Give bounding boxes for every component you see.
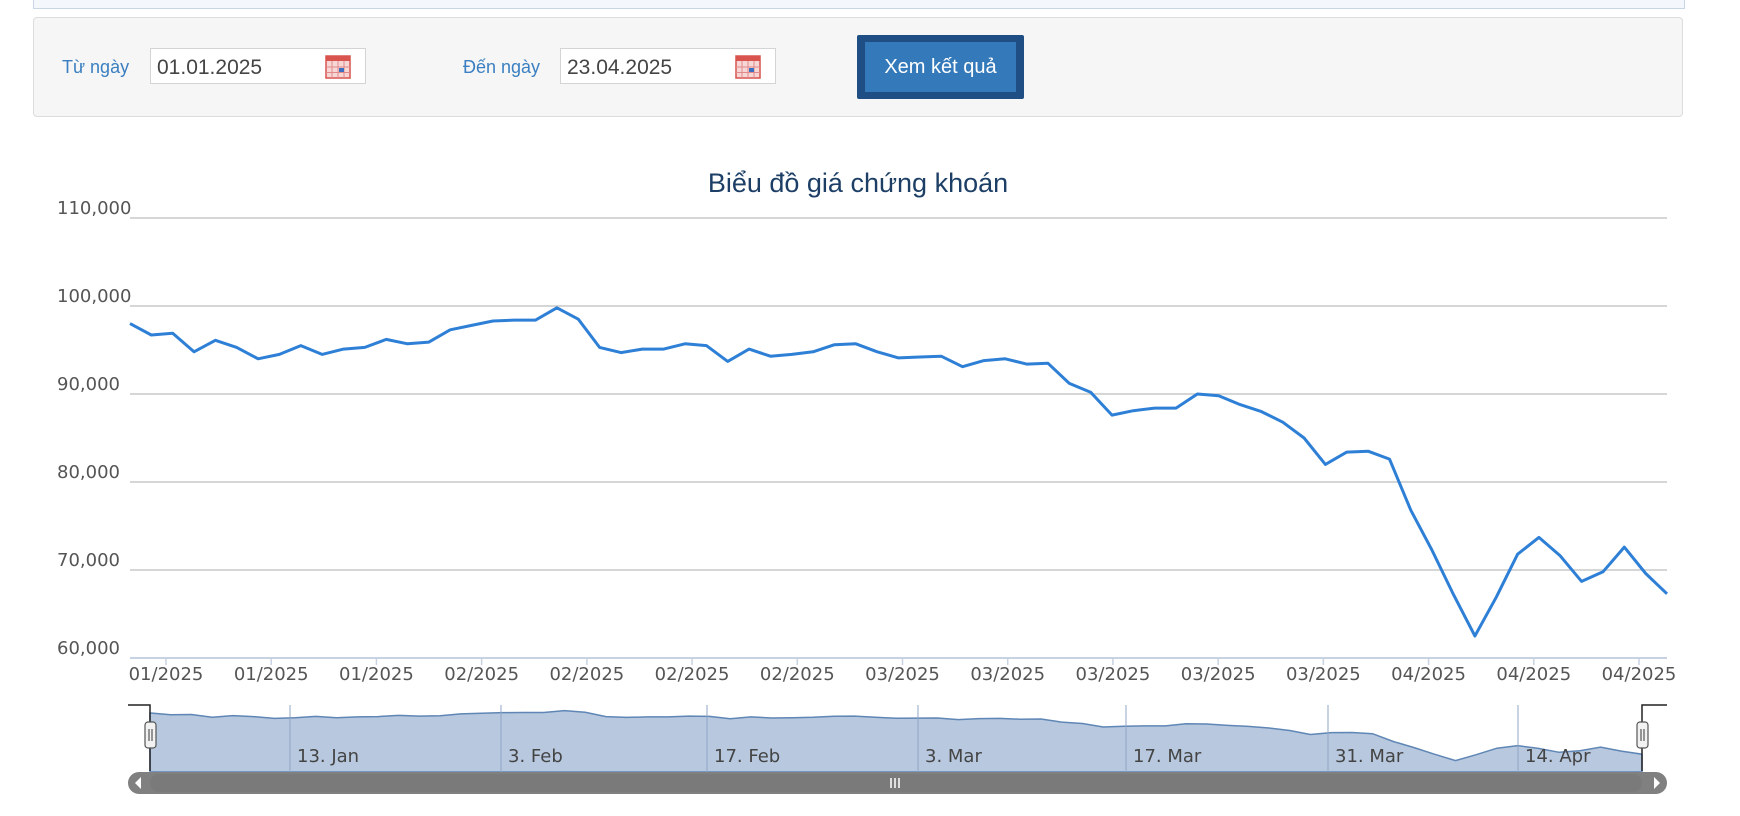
x-tick-label: 01/2025: [234, 664, 309, 685]
navigator-date-label: 17. Mar: [1133, 746, 1202, 767]
view-results-button-frame: Xem kết quả: [857, 35, 1024, 99]
navigator-area: [149, 709, 1643, 773]
y-tick-label: 100,000: [57, 286, 131, 307]
scroll-left-arrow-icon[interactable]: [135, 777, 141, 789]
x-tick-label: 03/2025: [1286, 664, 1361, 685]
x-tick-label: 02/2025: [444, 664, 519, 685]
navigator-scrollbar[interactable]: [128, 772, 1667, 794]
x-tick-label: 03/2025: [1076, 664, 1151, 685]
scrollbar-grip-icon: [890, 778, 900, 788]
navigator-date-label: 17. Feb: [714, 746, 780, 767]
y-tick-label: 70,000: [57, 550, 120, 571]
y-tick-label: 90,000: [57, 374, 120, 395]
x-tick-label: 04/2025: [1602, 664, 1677, 685]
y-tick-label: 60,000: [57, 638, 120, 659]
x-tick-label: 03/2025: [1181, 664, 1256, 685]
scroll-right-arrow-icon[interactable]: [1654, 777, 1660, 789]
stock-price-chart: Biểu đồ giá chứng khoán 110,000 100,000 90…: [57, 168, 1677, 794]
navigator-date-label: 14. Apr: [1525, 746, 1591, 767]
calendar-icon[interactable]: [325, 55, 351, 79]
calendar-icon[interactable]: [735, 55, 761, 79]
chart-title: Biểu đồ giá chứng khoán: [708, 168, 1008, 198]
top-panel-edge: [33, 0, 1685, 9]
navigator-left-handle[interactable]: [144, 721, 157, 749]
navigator-date-label: 31. Mar: [1335, 746, 1404, 767]
from-date-value: 01.01.2025: [157, 56, 263, 79]
y-gridlines: [130, 217, 1667, 571]
from-date-input[interactable]: 01.01.2025: [150, 48, 366, 84]
view-results-button[interactable]: Xem kết quả: [865, 42, 1016, 92]
x-tick-label: 02/2025: [655, 664, 730, 685]
navigator-date-label: 3. Feb: [508, 746, 563, 767]
navigator[interactable]: 13. Jan 3. Feb 17. Feb 3. Mar 17. Mar 31. Mar…: [128, 704, 1667, 773]
to-date-label: Đến ngày: [463, 57, 541, 77]
from-date-label: Từ ngày: [62, 57, 130, 77]
x-axis-labels: 01/2025 01/2025 01/2025 02/2025 02/2025 02/20…: [129, 658, 1677, 685]
navigator-date-label: 3. Mar: [925, 746, 982, 767]
scrollbar-thumb[interactable]: [150, 774, 1642, 792]
to-date-input[interactable]: 23.04.2025: [560, 48, 776, 84]
x-tick-label: 01/2025: [339, 664, 414, 685]
navigator-right-handle[interactable]: [1636, 721, 1649, 749]
x-tick-label: 01/2025: [129, 664, 204, 685]
y-tick-label: 80,000: [57, 462, 120, 483]
x-tick-label: 03/2025: [970, 664, 1045, 685]
x-tick-label: 03/2025: [865, 664, 940, 685]
navigator-right-outline: [1641, 704, 1667, 771]
price-series-line: [129, 306, 1669, 638]
navigator-date-label: 13. Jan: [297, 746, 359, 767]
y-axis-labels: 110,000 100,000 90,000 80,000 70,000 60,000: [57, 198, 131, 659]
x-tick-label: 02/2025: [549, 664, 624, 685]
navigator-left-outline: [128, 704, 151, 771]
x-tick-label: 02/2025: [760, 664, 835, 685]
x-tick-label: 04/2025: [1391, 664, 1466, 685]
to-date-value: 23.04.2025: [567, 56, 673, 79]
navigator-axis-labels: 13. Jan 3. Feb 17. Feb 3. Mar 17. Mar 31. Mar…: [289, 705, 1591, 772]
x-tick-label: 04/2025: [1496, 664, 1571, 685]
y-tick-label: 110,000: [57, 198, 131, 219]
